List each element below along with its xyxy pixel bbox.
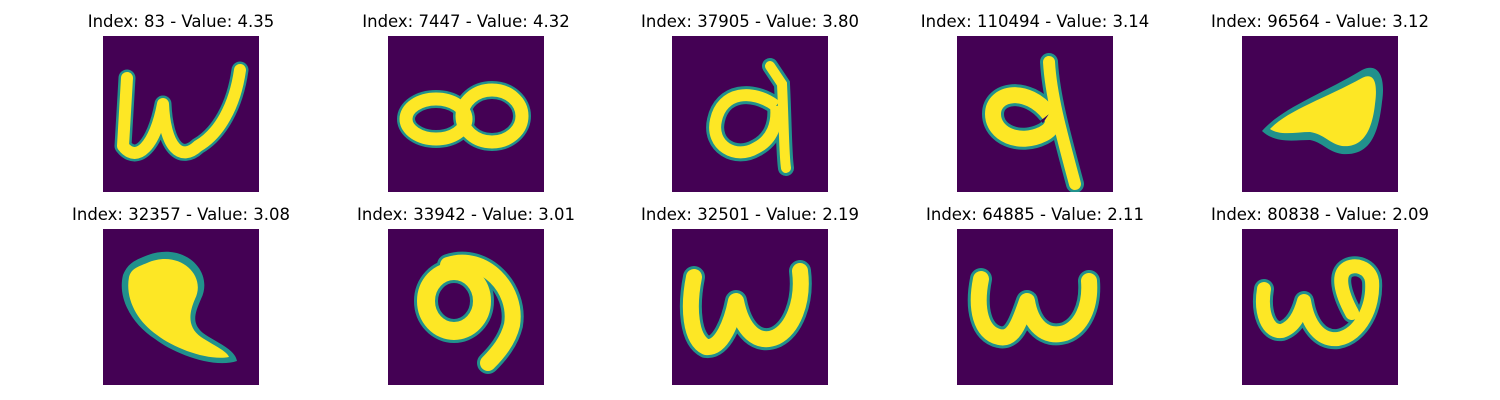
glyph-stroke-right (455, 83, 529, 149)
panel-title: Index: 80838 - Value: 2.09 (1210, 205, 1430, 224)
glyph-fill (128, 259, 229, 358)
glyph-stroke-loop (709, 89, 783, 159)
panel-title: Index: 64885 - Value: 2.11 (925, 205, 1145, 224)
panel-image (103, 229, 259, 385)
glyph-stroke (970, 271, 1098, 346)
panel-image (388, 229, 544, 385)
glyph-stroke-tail (440, 254, 521, 371)
panel-title: Index: 83 - Value: 4.35 (87, 12, 275, 31)
panel-2: Index: 7447 - Value: 4.32 (362, 12, 570, 202)
panel-title: Index: 32501 - Value: 2.19 (640, 205, 860, 224)
panel-9: Index: 64885 - Value: 2.11 (926, 205, 1144, 395)
glyph-stroke-loop (984, 87, 1061, 147)
panel-title: Index: 96564 - Value: 3.12 (1210, 12, 1430, 31)
panel-image (672, 229, 828, 385)
panel-image (388, 36, 544, 192)
panel-6: Index: 32357 - Value: 3.08 (72, 205, 290, 395)
image-background (672, 36, 828, 192)
panel-title: Index: 7447 - Value: 4.32 (362, 12, 570, 31)
panel-title: Index: 37905 - Value: 3.80 (640, 12, 860, 31)
panel-title: Index: 33942 - Value: 3.01 (356, 205, 576, 224)
panel-title: Index: 110494 - Value: 3.14 (920, 12, 1150, 31)
panel-3: Index: 37905 - Value: 3.80 (641, 12, 859, 202)
panel-7: Index: 33942 - Value: 3.01 (357, 205, 575, 395)
panel-4: Index: 110494 - Value: 3.14 (921, 12, 1149, 202)
panel-image (1242, 36, 1398, 192)
panel-title: Index: 32357 - Value: 3.08 (71, 205, 291, 224)
glyph-stroke-stem (765, 61, 791, 173)
glyph-stroke-loop (417, 262, 491, 340)
panel-1: Index: 83 - Value: 4.35 (88, 12, 274, 202)
panel-5: Index: 96564 - Value: 3.12 (1211, 12, 1429, 202)
glyph-stroke (1256, 259, 1380, 347)
panel-image (103, 36, 259, 192)
glyph-fill (1270, 76, 1376, 147)
panel-image (1242, 229, 1398, 385)
panel-8: Index: 32501 - Value: 2.19 (641, 205, 859, 395)
panel-image (672, 36, 828, 192)
panel-image (957, 229, 1113, 385)
glyph-stroke (117, 64, 246, 159)
glyph-stroke (682, 263, 809, 355)
panel-10: Index: 80838 - Value: 2.09 (1211, 205, 1429, 395)
panel-image (957, 36, 1113, 192)
